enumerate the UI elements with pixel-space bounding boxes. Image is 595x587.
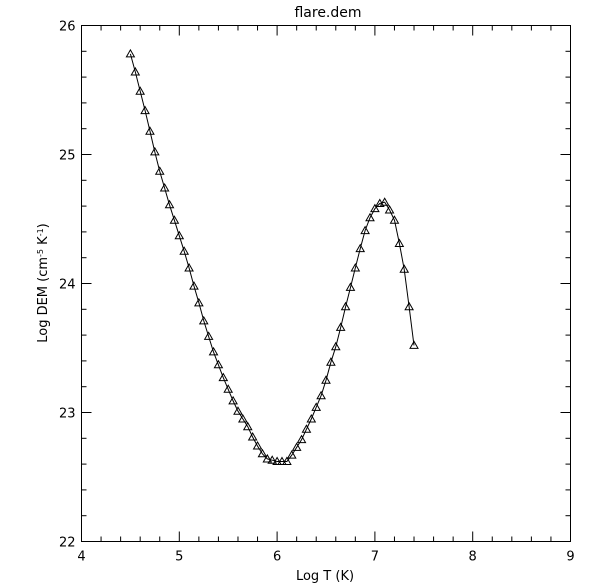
data-point-marker xyxy=(159,183,170,192)
data-point-marker xyxy=(360,225,370,235)
data-point-marker xyxy=(301,424,312,433)
data-point-marker xyxy=(233,406,243,415)
data-point-marker xyxy=(267,455,278,464)
y-label-end: ) xyxy=(36,223,51,228)
data-point-marker xyxy=(277,456,287,466)
y-tick-label: 23 xyxy=(59,407,76,422)
y-tick-label: 22 xyxy=(59,536,76,551)
data-point-marker xyxy=(184,263,194,272)
plot-frame xyxy=(81,25,571,542)
data-point-marker xyxy=(335,322,346,331)
x-tick-label: 7 xyxy=(371,550,379,565)
data-point-marker xyxy=(296,434,307,444)
data-point-marker xyxy=(389,215,400,224)
y-label-mid: K xyxy=(36,236,51,249)
data-point-marker xyxy=(218,372,229,382)
y-label-sup2: -1 xyxy=(36,228,45,236)
data-point-marker xyxy=(370,203,380,213)
data-point-marker xyxy=(135,86,146,95)
y-label-sup1: -5 xyxy=(36,249,45,257)
data-point-marker xyxy=(125,48,136,58)
x-axis-label: Log T (K) xyxy=(296,569,354,584)
data-point-marker xyxy=(282,456,292,466)
data-point-marker xyxy=(149,146,160,156)
data-point-marker xyxy=(179,246,190,255)
data-point-marker xyxy=(365,212,375,222)
y-axis-label: Log DEM (cm-5 K-1) xyxy=(36,223,52,343)
x-tick-label: 5 xyxy=(175,550,183,565)
data-point-marker xyxy=(384,204,395,214)
data-point-marker xyxy=(164,199,175,209)
x-tick-label: 4 xyxy=(77,550,85,565)
data-point-marker xyxy=(228,395,238,405)
data-point-marker xyxy=(252,441,263,450)
data-point-marker xyxy=(145,126,155,135)
data-point-marker xyxy=(394,238,405,248)
data-point-marker xyxy=(203,331,214,340)
data-point-marker xyxy=(350,263,361,272)
axis-ticks xyxy=(81,25,571,542)
data-point-marker xyxy=(242,421,253,431)
data-point-marker xyxy=(316,390,326,400)
data-point-marker xyxy=(345,282,356,291)
data-point-marker xyxy=(154,166,165,175)
data-point-marker xyxy=(189,281,199,290)
tick-labels: 4 5 6 7 8 9 22 23 24 25 26 xyxy=(59,20,575,565)
y-tick-label: 24 xyxy=(59,278,76,293)
data-point-marker xyxy=(404,301,414,311)
data-point-marker xyxy=(262,453,273,463)
data-point-marker xyxy=(291,442,302,451)
data-point-marker xyxy=(326,357,336,366)
data-point-marker xyxy=(247,432,258,441)
data-point-marker xyxy=(213,359,224,369)
data-point-marker xyxy=(174,230,185,240)
data-point-marker xyxy=(272,456,282,466)
data-point-marker xyxy=(208,346,219,356)
data-point-marker xyxy=(409,340,419,349)
data-point-marker xyxy=(140,105,150,115)
data-point-marker xyxy=(198,315,209,325)
data-point-marker xyxy=(306,413,317,423)
data-point-marker xyxy=(223,384,234,393)
data-point-marker xyxy=(130,66,141,76)
y-label-main: Log DEM (cm xyxy=(36,257,51,343)
data-point-marker xyxy=(238,413,248,423)
dem-series-line xyxy=(129,53,415,462)
data-point-marker xyxy=(321,375,331,384)
data-point-marker xyxy=(311,402,322,411)
data-point-marker xyxy=(399,264,410,273)
data-point-marker xyxy=(340,301,351,311)
x-tick-label: 8 xyxy=(469,550,477,565)
data-point-marker xyxy=(169,215,180,224)
data-point-marker xyxy=(330,341,341,351)
data-point-marker xyxy=(193,297,204,307)
chart-title: flare.dem xyxy=(294,5,361,21)
data-point-marker xyxy=(257,448,268,458)
x-tick-label: 6 xyxy=(273,550,281,565)
data-point-marker xyxy=(379,197,390,206)
data-point-marker xyxy=(286,450,297,459)
y-tick-label: 25 xyxy=(59,149,76,164)
x-tick-label: 9 xyxy=(566,550,574,565)
data-point-marker xyxy=(355,243,366,253)
y-tick-label: 26 xyxy=(59,20,76,35)
dem-markers xyxy=(125,48,419,466)
